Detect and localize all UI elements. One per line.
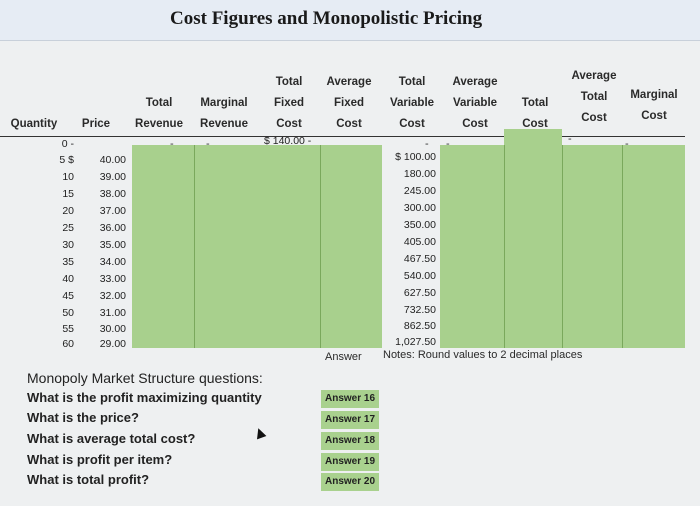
price-cell: 32.00 <box>99 290 126 302</box>
price-cell: 35.00 <box>99 239 126 251</box>
header-average-variable-cost: Average Variable Cost <box>452 76 498 130</box>
sheet-title: Cost Figures and Monopolistic Pricing <box>170 8 483 29</box>
total-variable-cost-cell: 627.50 <box>403 287 436 299</box>
price-cell: 38.00 <box>99 188 126 200</box>
header-quantity: Quantity <box>10 118 58 130</box>
header-average-total-cost: Average Total Cost <box>571 70 617 124</box>
total-variable-cost-cell: 300.00 <box>403 202 436 214</box>
total-variable-cost-cell: $ 100.00 <box>395 151 436 163</box>
price-cell: 30.00 <box>99 323 126 335</box>
question-quantity: What is the profit maximizing quantity <box>27 390 262 405</box>
header-total-cost: Total Cost <box>521 97 549 130</box>
input-total-cost-q0[interactable] <box>504 129 562 145</box>
quantity-cell: 20 <box>62 205 74 217</box>
quantity-cell: 0 - <box>61 138 74 150</box>
quantity-cell: 25 <box>62 222 74 234</box>
price-cell: 40.00 <box>99 154 126 166</box>
total-variable-cost-cell: 862.50 <box>403 320 436 332</box>
header-average-fixed-cost: Average Fixed Cost <box>326 76 372 130</box>
quantity-cell: 15 <box>62 188 74 200</box>
answer-18-field[interactable]: Answer 18 <box>321 432 379 450</box>
header-marginal-revenue: Marginal Revenue <box>200 97 248 130</box>
answer-19-field[interactable]: Answer 19 <box>321 453 379 471</box>
quantity-cell: 40 <box>62 273 74 285</box>
answer-16-field[interactable]: Answer 16 <box>321 390 379 408</box>
total-variable-cost-cell: 245.00 <box>403 185 436 197</box>
header-total-fixed-cost: Total Fixed Cost <box>273 76 305 130</box>
total-variable-cost-cell: 180.00 <box>403 168 436 180</box>
total-variable-cost-cell: 732.50 <box>403 304 436 316</box>
total-fixed-cost-cell: $ 140.00 - <box>264 135 312 147</box>
mouse-cursor-icon <box>253 426 267 440</box>
price-cell: 33.00 <box>99 273 126 285</box>
marginal-revenue-cell: - <box>206 138 210 150</box>
question-total-profit: What is total profit? <box>27 472 150 487</box>
header-total-variable-cost: Total Variable Cost <box>389 76 435 130</box>
column-divider <box>622 145 623 348</box>
quantity-cell: 35 <box>62 256 74 268</box>
answer-column-label: Answer <box>325 351 362 363</box>
total-variable-cost-cell: 467.50 <box>403 253 436 265</box>
column-divider <box>504 145 505 348</box>
header-price: Price <box>81 118 111 130</box>
question-average-total-cost: What is average total cost? <box>27 431 196 446</box>
total-variable-cost-cell: 350.00 <box>403 219 436 231</box>
price-cell: 31.00 <box>99 307 126 319</box>
marginal-cost-cell: - <box>625 138 629 150</box>
question-profit-per-item: What is profit per item? <box>27 452 173 467</box>
price-cell: 29.00 <box>99 338 126 350</box>
total-variable-cost-cell: - <box>425 138 429 150</box>
input-area-revenue[interactable] <box>132 145 262 348</box>
quantity-cell: 55 <box>62 323 74 335</box>
questions-title: Monopoly Market Structure questions: <box>27 370 263 386</box>
quantity-cell: 60 <box>62 338 74 350</box>
quantity-cell: 10 <box>62 171 74 183</box>
rounding-note: Notes: Round values to 2 decimal places <box>383 349 583 361</box>
total-variable-cost-cell: 540.00 <box>403 270 436 282</box>
question-price: What is the price? <box>27 410 139 425</box>
column-divider <box>194 145 195 348</box>
average-variable-cost-cell: - <box>446 138 450 150</box>
answer-20-field[interactable]: Answer 20 <box>321 473 379 491</box>
average-total-cost-cell: - <box>568 133 572 145</box>
total-variable-cost-cell: 1,027.50 <box>395 336 436 348</box>
quantity-cell: 45 <box>62 290 74 302</box>
header-total-revenue: Total Revenue <box>135 97 183 130</box>
title-band: Cost Figures and Monopolistic Pricing <box>0 0 700 41</box>
header-rule <box>0 136 685 137</box>
quantity-cell: 30 <box>62 239 74 251</box>
column-divider <box>562 145 563 348</box>
quantity-cell: 5 $ <box>59 154 74 166</box>
quantity-cell: 50 <box>62 307 74 319</box>
answer-17-field[interactable]: Answer 17 <box>321 411 379 429</box>
price-cell: 34.00 <box>99 256 126 268</box>
total-variable-cost-cell: 405.00 <box>403 236 436 248</box>
input-area-fixed-cost[interactable] <box>262 145 382 348</box>
price-cell: 39.00 <box>99 171 126 183</box>
price-cell: 37.00 <box>99 205 126 217</box>
header-marginal-cost: Marginal Cost <box>630 89 678 122</box>
total-revenue-cell: - <box>170 138 174 150</box>
table-header: Quantity Price Total Revenue Marginal Reve… <box>0 70 700 134</box>
price-cell: 36.00 <box>99 222 126 234</box>
column-divider <box>320 145 321 348</box>
